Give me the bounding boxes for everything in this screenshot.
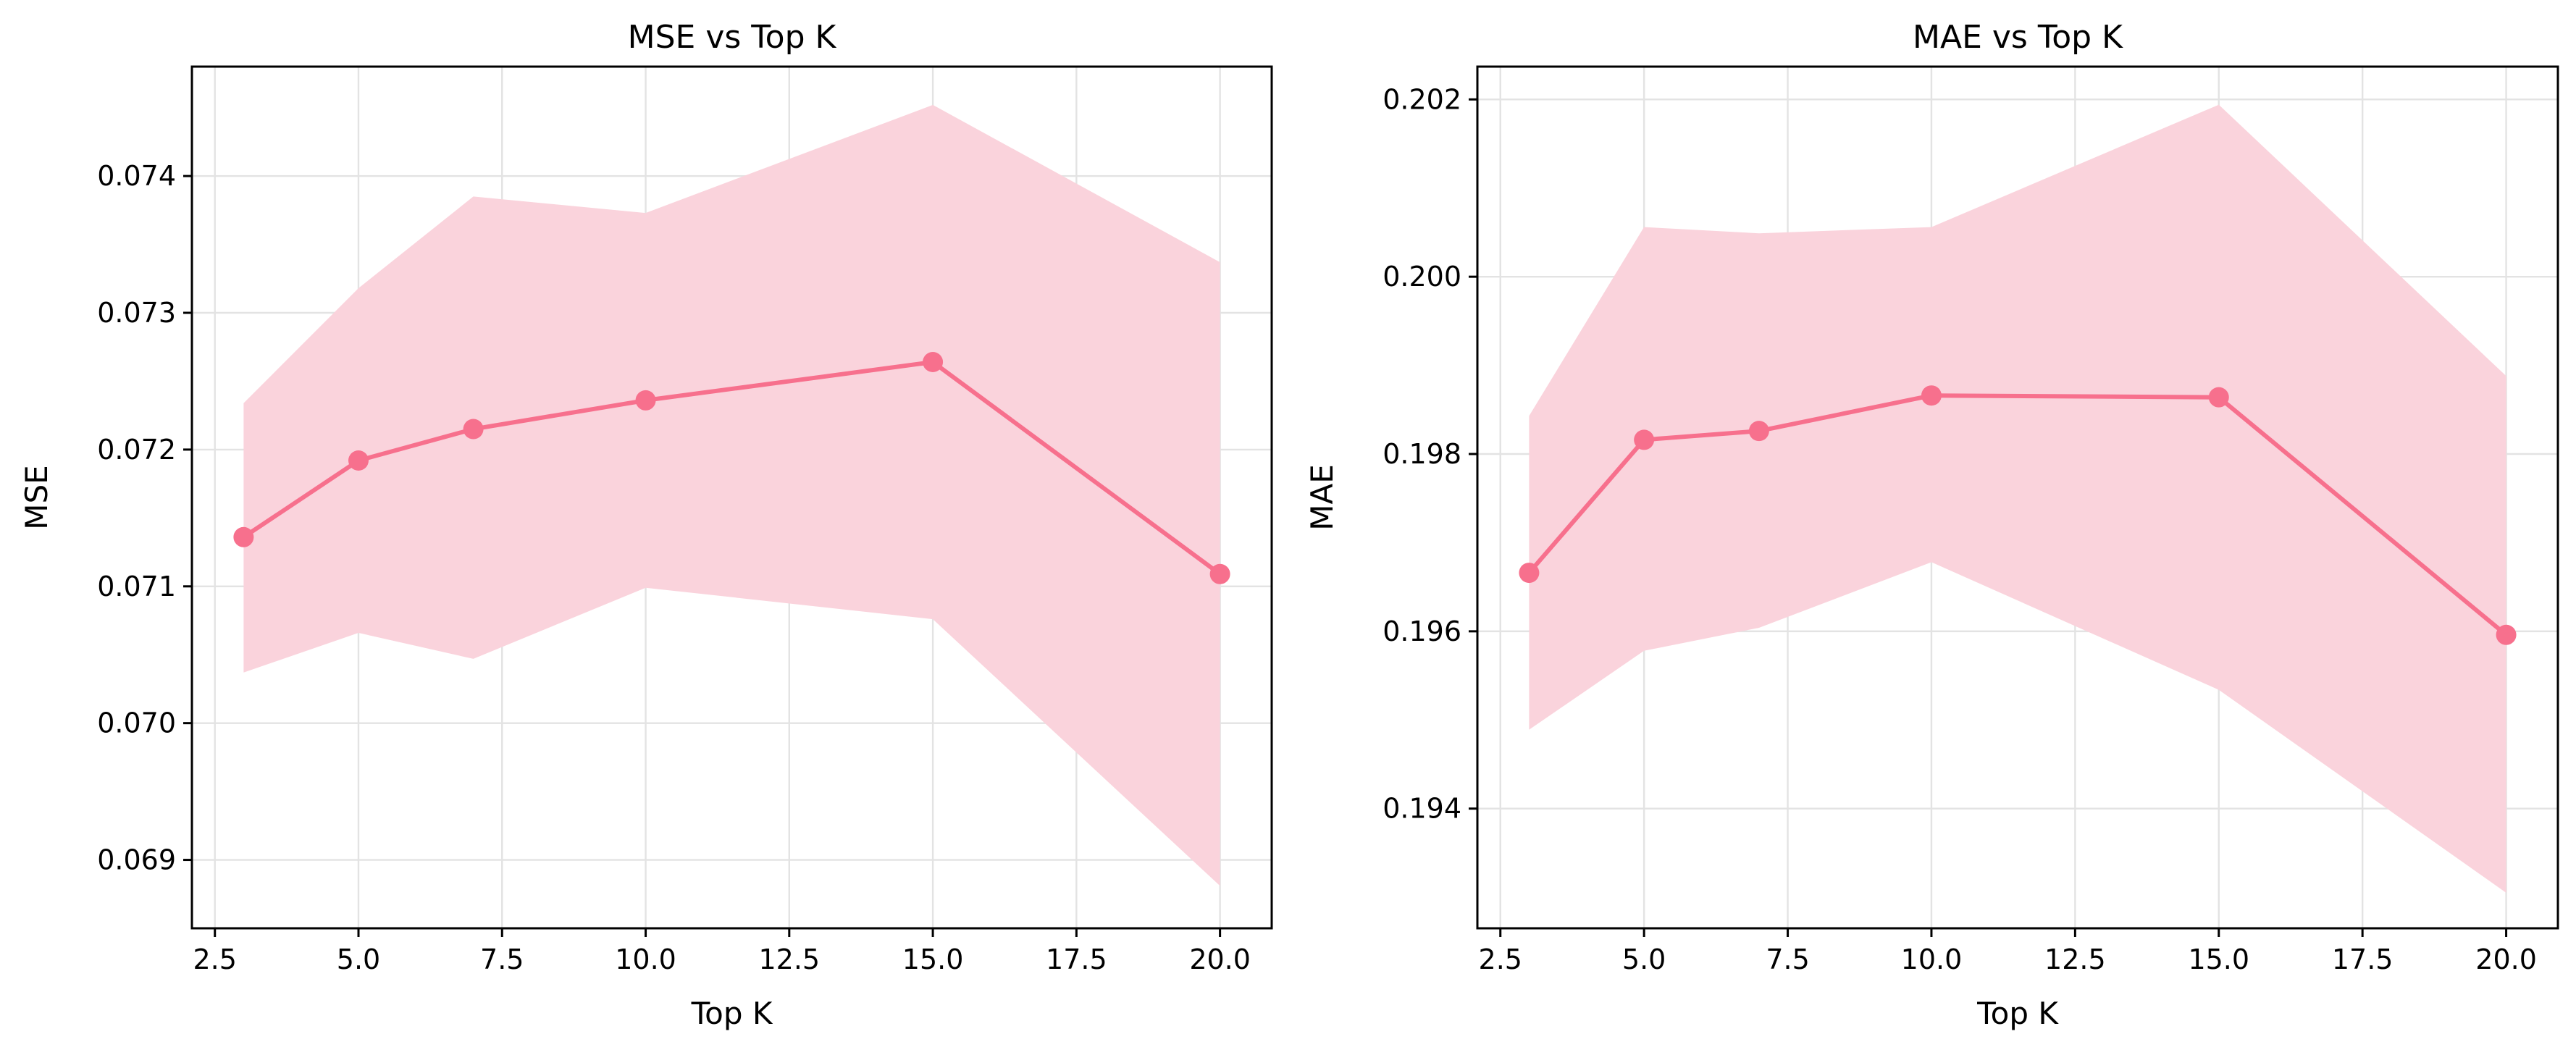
mae-y-tick-label: 0.198 [1383, 438, 1461, 470]
mse-chart-panel: 2.5 5.0 7.5 10.0 12.5 15.0 17.5 20.0 0.069 0.070 0… [19, 19, 1273, 1031]
mae-data-point [1748, 421, 1769, 442]
mae-std-band [1529, 104, 2506, 894]
mse-y-tick-label: 0.070 [97, 707, 176, 739]
mse-y-tick-label: 0.071 [97, 571, 176, 602]
mae-chart-panel: 2.5 5.0 7.5 10.0 12.5 15.0 17.5 20.0 0.194 0.196 0… [1304, 19, 2559, 1031]
mse-data-point [233, 526, 254, 547]
mae-x-tick-label: 15.0 [2188, 943, 2249, 975]
mse-x-tick-label: 20.0 [1189, 943, 1251, 975]
mae-chart-title: MAE vs Top K [1913, 19, 2123, 56]
mse-x-axis-label: Top K [691, 996, 773, 1031]
mae-y-tick-label: 0.200 [1383, 261, 1461, 293]
mae-data-point [1519, 563, 1540, 584]
mae-series-line [1527, 393, 2509, 637]
mae-axes-frame [1476, 65, 2559, 930]
mae-x-tick-label: 20.0 [2475, 943, 2537, 975]
mse-x-tick-label: 15.0 [902, 943, 964, 975]
mse-x-tick-label: 2.5 [193, 943, 237, 975]
mae-x-tick-label: 5.0 [1622, 943, 1666, 975]
mae-x-tick-label: 17.5 [2332, 943, 2394, 975]
mse-axes-frame [190, 65, 1273, 930]
mse-x-tick-label: 5.0 [337, 943, 380, 975]
mse-data-point [463, 419, 484, 440]
mse-x-tick-label: 7.5 [480, 943, 524, 975]
mse-x-tick-label: 17.5 [1046, 943, 1107, 975]
mae-x-tick-label: 12.5 [2044, 943, 2106, 975]
mae-data-point [1634, 429, 1655, 450]
mse-y-tick-label: 0.072 [97, 434, 176, 466]
mae-data-point [2208, 387, 2229, 408]
mse-y-tick-label: 0.074 [97, 160, 176, 192]
mse-data-point [1209, 563, 1230, 584]
mae-data-point [2496, 624, 2517, 645]
mse-series-line [241, 360, 1222, 576]
mse-y-tick-label: 0.069 [97, 844, 176, 876]
mae-x-tick-label: 10.0 [1901, 943, 1963, 975]
mae-y-tick-label: 0.196 [1383, 615, 1461, 647]
mae-y-tick-label: 0.194 [1383, 793, 1461, 825]
mse-y-tick-label: 0.073 [97, 297, 176, 329]
mse-x-tick-label: 10.0 [615, 943, 676, 975]
mae-x-tick-label: 2.5 [1479, 943, 1522, 975]
mse-y-axis-label: MSE [19, 465, 54, 529]
mse-x-tick-label: 12.5 [759, 943, 821, 975]
mse-data-point [635, 390, 656, 411]
mse-data-point [348, 450, 369, 471]
mae-y-axis-label: MAE [1304, 464, 1340, 531]
mae-data-point [1921, 385, 1942, 406]
mae-x-axis-label: Top K [1976, 996, 2059, 1031]
mse-chart-title: MSE vs Top K [628, 19, 837, 56]
mse-data-point [923, 352, 944, 372]
mae-y-tick-label: 0.202 [1383, 83, 1461, 115]
mse-std-band [243, 104, 1220, 886]
mae-x-tick-label: 7.5 [1766, 943, 1809, 975]
